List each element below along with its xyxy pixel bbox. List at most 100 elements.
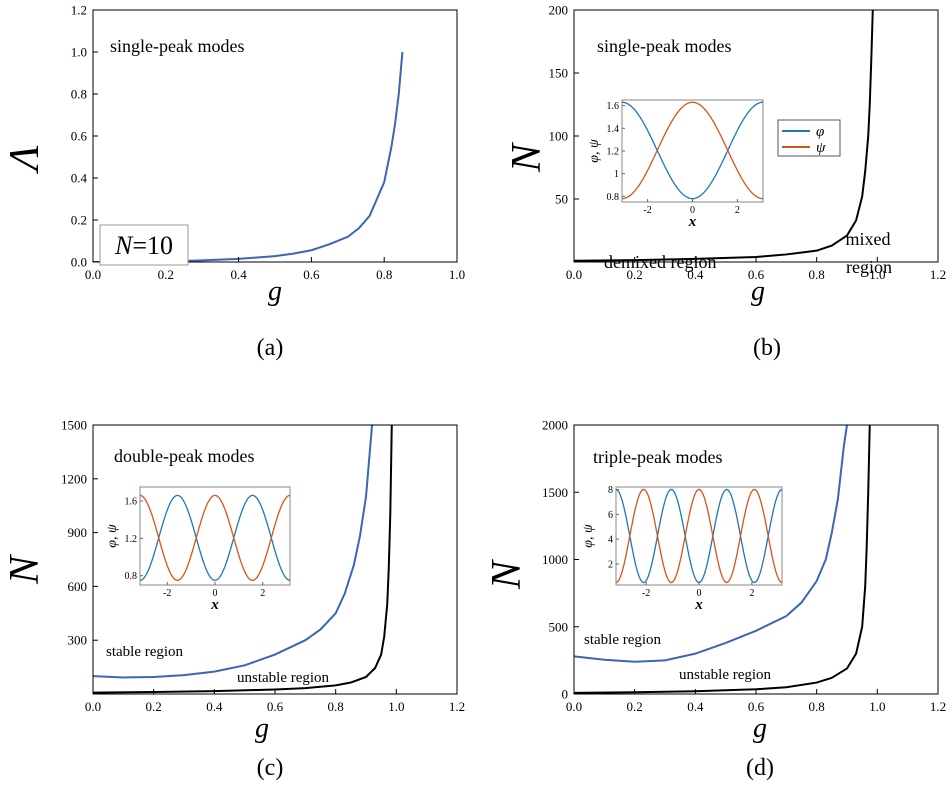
annotation: stable region [584, 632, 662, 648]
panel-b: 0.0 0.2 0.4 0.6 0.8 1.0 1.2 50 100 150 200 g N (b) sin… [504, 3, 946, 362]
panel-caption: (d) [746, 755, 774, 781]
inset-y-axis-label: φ, ψ [587, 139, 602, 163]
curve-blue [574, 425, 848, 663]
x-tick-label: 0.2 [627, 267, 643, 282]
legend-entry: φ [816, 124, 824, 140]
annotation: triple-peak modes [593, 447, 722, 467]
x-tick-label: 1.0 [449, 267, 465, 282]
y-tick-label: 1200 [61, 471, 87, 486]
annotation: double-peak modes [114, 446, 254, 466]
x-tick-label: 0.6 [303, 267, 320, 282]
inset-frame [139, 486, 291, 586]
y-tick-label: 0 [562, 687, 569, 702]
inset-x-tick-label: -2 [163, 588, 171, 599]
y-tick-label: 1500 [542, 485, 568, 500]
y-tick-label: 1500 [61, 418, 87, 433]
inset-x-tick-label: 0 [213, 588, 218, 599]
x-tick-label: 0.4 [206, 699, 223, 714]
annotation: single-peak modes [597, 36, 731, 56]
y-tick-label: 500 [549, 619, 569, 634]
inset-x-axis-label: x [694, 597, 703, 613]
y-tick-label: 600 [68, 579, 88, 594]
annotation: mixed [846, 229, 891, 249]
x-tick-label: 0.8 [809, 267, 825, 282]
inset-x-tick-label: 0 [697, 588, 702, 599]
inset-y-tick-label: 1.6 [125, 497, 138, 508]
inset-frame [615, 486, 783, 586]
inset-legend-frame [777, 119, 841, 157]
inset-y-tick-label: 1.6 [607, 101, 620, 112]
curve-black [93, 425, 393, 694]
x-tick-label: 0.0 [85, 267, 101, 282]
inset-x-tick-label: -2 [642, 588, 650, 599]
inset-x-axis-label: x [688, 214, 697, 230]
x-tick-label: 1.0 [869, 699, 885, 714]
inset-x-tick-label: 0 [690, 205, 695, 216]
y-tick-label: 150 [549, 66, 569, 81]
annotation: unstable region [679, 667, 772, 683]
boxed-label-frame [99, 224, 189, 266]
y-tick-label: 1000 [542, 552, 568, 567]
panel-a: 0.0 0.2 0.4 0.6 0.8 1.0 0.0 0.2 0.4 0.6 0.8 1.0 1.2 g… [2, 3, 465, 362]
y-tick-label: 200 [549, 3, 569, 18]
y-tick-label: 900 [68, 525, 88, 540]
inset-curve-psi [621, 101, 764, 200]
x-tick-label: 0.4 [687, 699, 704, 714]
y-tick-label: 0.6 [71, 129, 88, 144]
x-tick-label: 0.6 [748, 699, 765, 714]
x-tick-label: 1.2 [930, 699, 946, 714]
inset-y-tick-label: 0.8 [125, 571, 138, 582]
inset-curve-psi [615, 488, 783, 584]
x-tick-label: 1.0 [388, 699, 404, 714]
inset-plot: -2 0 2 2 4 6 8 x φ, ψ [581, 485, 783, 613]
x-tick-label: 1.2 [449, 699, 465, 714]
inset-y-tick-label: 0.8 [607, 192, 620, 203]
inset-curve-psi [139, 494, 291, 581]
inset-plot: -2 0 2 0.8 1.2 1.6 x φ, ψ [105, 486, 291, 613]
panel-caption: (a) [257, 335, 284, 361]
x-axis-label: g [255, 713, 269, 744]
x-tick-label: 0.6 [267, 699, 284, 714]
inset-y-tick-label: 2 [608, 559, 613, 570]
inset-y-tick-label: 6 [608, 510, 613, 521]
y-axis-label: N [484, 559, 530, 590]
inset-x-tick-label: 2 [749, 588, 754, 599]
inset-y-tick-label: 1.2 [607, 147, 620, 158]
inset-x-axis-label: x [210, 597, 219, 613]
y-axis-label: N [504, 142, 550, 173]
inset-y-axis-label: φ, ψ [105, 524, 120, 548]
x-tick-label: 1.2 [930, 267, 946, 282]
inset-y-tick-label: 4 [608, 535, 613, 546]
x-tick-label: 0.6 [748, 267, 765, 282]
x-tick-label: 0.4 [230, 267, 247, 282]
panel-caption: (c) [257, 755, 284, 781]
inset-y-tick-label: 1.2 [125, 534, 138, 545]
x-tick-label: 0.4 [687, 267, 704, 282]
x-tick-label: 0.2 [158, 267, 174, 282]
inset-frame [621, 99, 764, 203]
x-tick-label: 0.0 [566, 267, 582, 282]
y-tick-label: 300 [68, 633, 88, 648]
x-tick-label: 0.0 [566, 699, 582, 714]
inset-x-tick-label: -2 [643, 205, 651, 216]
x-tick-label: 0.0 [85, 699, 101, 714]
annotation: stable region [106, 644, 184, 660]
x-tick-label: 1.0 [869, 267, 885, 282]
boxed-label: N=10 [114, 231, 173, 260]
curve-black [574, 10, 874, 262]
x-axis-label: g [268, 276, 282, 307]
inset-curve-phi [621, 101, 764, 200]
y-tick-label: 50 [555, 192, 568, 207]
panel-caption: (b) [753, 335, 781, 361]
y-tick-label: 1.0 [71, 45, 87, 60]
legend-entry: ψ [816, 140, 826, 156]
inset-y-axis-label: φ, ψ [581, 524, 596, 548]
x-tick-label: 0.8 [376, 267, 392, 282]
y-axis-label: Λ [2, 145, 48, 175]
y-tick-label: 1.2 [71, 3, 87, 18]
x-tick-label: 0.2 [627, 699, 643, 714]
boxed-label-value: =10 [132, 231, 173, 260]
inset-plot: -2 0 2 0.8 1 1.2 1.4 1.6 x φ, ψ φψ [587, 99, 841, 230]
inset-x-tick-label: 2 [260, 588, 265, 599]
x-tick-label: 0.2 [146, 699, 162, 714]
